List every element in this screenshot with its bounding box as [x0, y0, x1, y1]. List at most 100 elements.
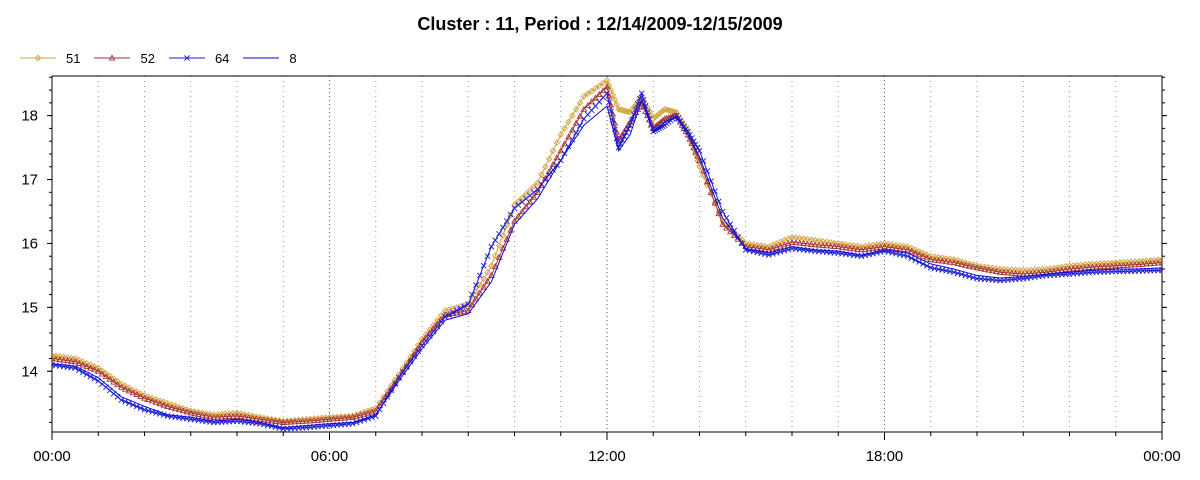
data-point-51: [846, 241, 854, 249]
series-51: [52, 77, 1162, 425]
data-point-52: [819, 241, 827, 248]
data-point-52: [98, 370, 106, 377]
data-point-64: [638, 90, 645, 97]
data-point-52: [310, 416, 318, 424]
data-point-52: [175, 406, 183, 413]
legend-item-8: 8: [243, 51, 297, 66]
data-point-64: [449, 309, 456, 316]
data-point-64: [606, 99, 612, 106]
data-point-51: [757, 242, 765, 249]
x-tick-label: 00:00: [33, 448, 71, 465]
data-point-52: [969, 263, 977, 270]
data-point-52: [356, 411, 364, 418]
data-point-52: [1058, 266, 1066, 273]
data-point-64: [372, 413, 379, 419]
data-point-52: [962, 261, 969, 268]
data-point-51: [507, 211, 514, 219]
series-line-51: [52, 79, 1162, 422]
data-point-52: [148, 397, 156, 404]
data-point-52: [661, 115, 669, 122]
data-point-52: [958, 260, 965, 267]
data-point-52: [499, 244, 507, 251]
data-point-51: [653, 112, 661, 119]
data-point-52: [561, 140, 568, 147]
data-point-52: [125, 387, 133, 394]
data-point-52: [106, 375, 114, 382]
data-point-51: [268, 415, 275, 423]
data-point-64: [619, 137, 626, 144]
y-tick-label: 16: [21, 235, 38, 252]
data-point-64: [446, 311, 452, 318]
data-point-52: [568, 126, 576, 133]
data-point-51: [272, 416, 279, 424]
data-point-52: [869, 244, 877, 251]
data-point-64: [442, 314, 449, 320]
data-point-52: [719, 220, 726, 227]
data-point-52: [580, 105, 588, 112]
data-point-51: [815, 237, 823, 245]
data-point-51: [75, 356, 83, 364]
data-point-51: [187, 407, 194, 415]
data-point-52: [418, 338, 426, 346]
data-point-52: [480, 283, 488, 290]
data-point-52: [64, 357, 71, 364]
data-point-52: [977, 264, 985, 272]
data-point-51: [842, 241, 850, 248]
data-point-52: [214, 413, 222, 420]
data-point-52: [1112, 262, 1120, 269]
data-point-52: [195, 410, 202, 417]
data-point-52: [761, 245, 769, 252]
legend-swatch: [243, 57, 280, 59]
data-point-52: [723, 224, 730, 231]
data-point-64: [696, 147, 703, 154]
data-point-51: [68, 354, 75, 362]
data-point-51: [750, 241, 757, 248]
data-point-51: [576, 99, 584, 107]
data-point-51: [651, 113, 659, 121]
data-point-64: [395, 374, 402, 381]
data-point-64: [958, 271, 965, 278]
data-point-52: [79, 361, 87, 368]
data-point-51: [888, 241, 896, 248]
data-point-64: [519, 198, 526, 205]
data-point-52: [938, 257, 946, 264]
data-point-64: [511, 205, 518, 212]
data-point-64: [550, 167, 556, 173]
data-point-52: [491, 262, 499, 269]
data-point-64: [403, 364, 410, 370]
data-point-52: [595, 90, 603, 97]
data-point-64: [686, 131, 693, 138]
data-point-51: [754, 241, 761, 249]
data-point-52: [368, 408, 376, 415]
data-point-64: [679, 120, 686, 127]
data-point-51: [495, 242, 503, 249]
data-point-52: [364, 409, 372, 416]
data-point-52: [1012, 269, 1019, 277]
data-point-64: [966, 273, 973, 280]
data-point-52: [985, 266, 992, 273]
data-point-52: [52, 355, 60, 362]
data-point-51: [973, 262, 981, 270]
data-point-51: [923, 251, 931, 258]
data-point-64: [469, 291, 476, 298]
data-point-64: [904, 253, 911, 260]
data-point-52: [726, 228, 734, 235]
data-point-52: [283, 418, 291, 425]
data-point-52: [198, 411, 206, 418]
data-point-52: [237, 413, 245, 420]
data-point-51: [118, 380, 125, 388]
data-point-52: [453, 309, 461, 316]
data-point-52: [935, 256, 942, 264]
data-point-51: [79, 358, 87, 365]
data-point-51: [557, 131, 564, 139]
data-point-52: [245, 414, 252, 421]
data-point-51: [538, 171, 545, 178]
data-point-52: [526, 198, 534, 205]
data-point-64: [731, 227, 738, 234]
data-point-64: [388, 387, 395, 394]
data-point-52: [592, 94, 599, 101]
data-point-52: [1081, 264, 1089, 271]
x-tick-label: 00:00: [1143, 448, 1181, 465]
data-point-52: [333, 415, 341, 422]
